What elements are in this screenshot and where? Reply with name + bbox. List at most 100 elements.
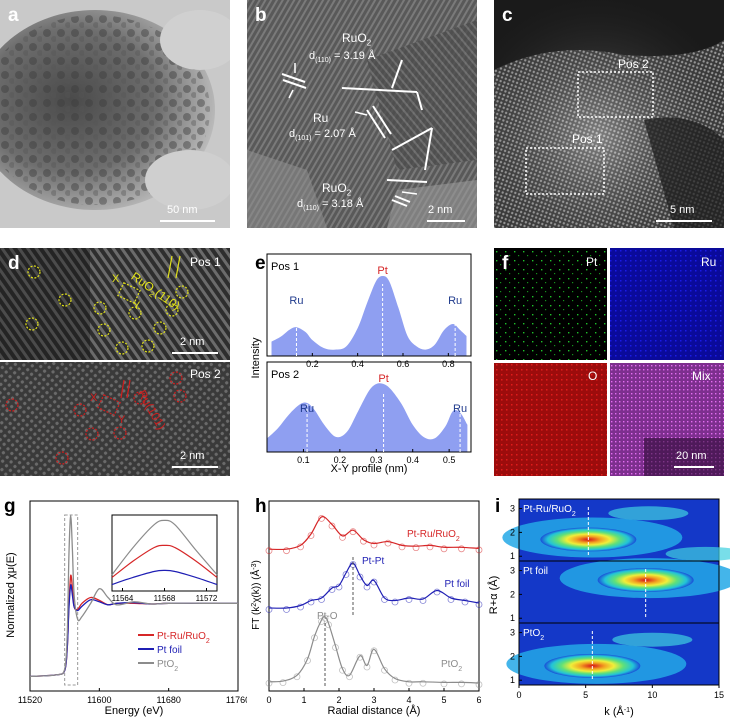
ft-fit-point xyxy=(332,644,339,651)
i-y-axis-label: R+α (Å) xyxy=(487,576,500,614)
profile-frame-1 xyxy=(266,253,472,357)
x-tick-label: 0.5 xyxy=(443,455,456,465)
ft-fit-point xyxy=(297,543,304,551)
ft-fit-point xyxy=(412,544,420,552)
panel-d-atomic-images: d Pos 1 RuO2(110) X Y 2 nm Pos 2 Ru(101)… xyxy=(0,248,230,476)
ft-fit-point xyxy=(363,663,371,671)
x-tick-label: 5 xyxy=(441,695,446,705)
panel-c-haadf-image: c Pos 2 Pos 1 5 nm xyxy=(494,0,724,228)
ft-fit-point xyxy=(419,679,427,687)
h-x-axis-label: Radial distance (Å) xyxy=(328,704,421,717)
d-spacing-annotation-3: d(110) = 3.18 Å xyxy=(297,198,364,213)
ft-fit-point xyxy=(384,539,392,547)
ft-fit-point xyxy=(304,657,311,664)
ft-fit-point xyxy=(328,586,336,593)
x-tick-label: 0.1 xyxy=(297,455,310,465)
inset-line-2 xyxy=(111,519,218,576)
annotation-pt-pt: Pt-Pt xyxy=(362,556,384,567)
peak-label-pt: Pt xyxy=(377,265,387,277)
profile-title-1: Pos 1 xyxy=(271,261,299,273)
eds-tile-label-o: O xyxy=(588,369,598,383)
atomic-resolution-texture xyxy=(0,248,230,476)
wavelet-map-label: Pt foil xyxy=(523,566,548,577)
wavelet-map-label: PtO2 xyxy=(523,628,544,642)
x-marker-d1: X xyxy=(112,273,120,285)
ft-fit-point xyxy=(283,547,290,555)
ft-fit-point xyxy=(391,598,399,606)
ft-fit-point xyxy=(475,601,483,608)
profile-area-2 xyxy=(267,383,468,452)
h-y-axis-label: FT (k2χ(k)) (Å-3) xyxy=(249,560,262,630)
inset-tick-label: 11572 xyxy=(196,594,218,603)
ft-fit-point xyxy=(311,634,318,642)
peak-label-ru: Ru xyxy=(289,295,303,307)
ft-line-1 xyxy=(268,562,480,609)
peak-label-ru: Ru xyxy=(300,403,314,415)
annotation-pt-o: Pt-O xyxy=(317,611,338,622)
scalebar-a xyxy=(160,220,215,222)
panel-e-line-profiles: Pos 1 0.2 0.4 0.6 0.8 Ru Pt Ru Pos 2 0.1 0.2 0.3 0.4… xyxy=(247,248,477,476)
ft-fit-point xyxy=(279,679,287,687)
panel-label-g: g xyxy=(4,496,16,517)
ft-fit-point xyxy=(339,666,346,674)
ft-fit-point xyxy=(346,673,353,681)
curve-label-ptru: Pt-Ru/RuO2 xyxy=(407,529,460,543)
x-tick-label: 10 xyxy=(647,690,657,700)
ft-fit-point xyxy=(405,679,413,687)
wavelet-transform-chart: Pt-Ru/RuO2 1 2 3 Pt foil 1 2 3 PtO2 1 2 3 0 5 10 15 k (Å… xyxy=(487,498,730,718)
eds-maps xyxy=(494,248,724,476)
x-tick-label: 11760 xyxy=(226,695,247,705)
panel-f-eds-maps: f Pt Ru O Mix 20 nm xyxy=(494,248,724,476)
ru-annotation: Ru xyxy=(313,111,329,125)
y-tick-label: 1 xyxy=(510,675,515,685)
g-y-axis-label: Normalized χμ(E) xyxy=(5,552,17,637)
pos1-label-c: Pos 1 xyxy=(572,132,603,146)
ft-fit-point xyxy=(328,522,336,530)
x-tick-label: 0.8 xyxy=(442,359,455,369)
x-tick-label: 0.4 xyxy=(406,455,419,465)
pos2-label-c: Pos 2 xyxy=(618,57,649,71)
zoom-region-box xyxy=(64,514,79,686)
ft-fit-point xyxy=(458,680,465,688)
wavelet-side-lobe xyxy=(665,546,730,561)
x-tick-label: 11680 xyxy=(156,695,180,705)
scalebar-label-b: 2 nm xyxy=(428,204,453,216)
x-tick-label: 0.6 xyxy=(397,359,410,369)
y-tick-label: 2 xyxy=(510,527,515,537)
pos1-label-d: Pos 1 xyxy=(190,255,221,269)
ft-fit-point xyxy=(318,596,325,603)
scalebar-c xyxy=(656,220,712,222)
ft-fit-point xyxy=(339,534,346,541)
panel-label-d: d xyxy=(8,253,20,274)
scalebar-f xyxy=(674,466,714,468)
ft-fit-point xyxy=(370,541,378,549)
y-marker-d1: Y xyxy=(133,300,141,312)
scalebar-label-d2: 2 nm xyxy=(180,450,205,462)
ft-fit-point xyxy=(475,546,483,554)
inset-line-0 xyxy=(111,544,218,578)
ft-fit-point xyxy=(381,666,388,674)
ft-exafs-chart: Pt-Ru/RuO2 Pt foil PtO2 Pt-Pt Pt-O 0 1 2 3 4 5 6 Rad… xyxy=(249,500,483,717)
peak-label-ru: Ru xyxy=(453,403,467,415)
ft-fit-point xyxy=(356,653,364,661)
legend-entry: Pt-Ru/RuO2 xyxy=(157,631,210,645)
ft-fit-point xyxy=(360,537,367,545)
e-y-axis-label: Intensity xyxy=(250,337,262,378)
curve-label-ptfoil: Pt foil xyxy=(444,579,469,590)
ft-fit-point xyxy=(370,578,378,586)
g-frame xyxy=(29,500,239,692)
wavelet-maximum-2 xyxy=(544,653,641,678)
eds-tile-label-pt: Pt xyxy=(586,255,598,269)
wavelet-side-lobe xyxy=(612,632,693,647)
profile-frame-2 xyxy=(266,361,472,453)
legend-entry: Pt foil xyxy=(157,645,182,656)
x-tick-label: 0 xyxy=(516,690,521,700)
ft-fit-point xyxy=(335,583,343,591)
x-tick-label: 0.3 xyxy=(370,455,383,465)
x-tick-label: 2 xyxy=(336,695,341,705)
scalebar-b xyxy=(427,220,465,222)
pos2-label-d: Pos 2 xyxy=(190,367,221,381)
panel-label-c: c xyxy=(502,5,513,26)
xanes-chart: 11520 11600 11680 11760 Energy (eV) Normalize… xyxy=(5,500,247,717)
ft-fit-point xyxy=(447,596,455,603)
